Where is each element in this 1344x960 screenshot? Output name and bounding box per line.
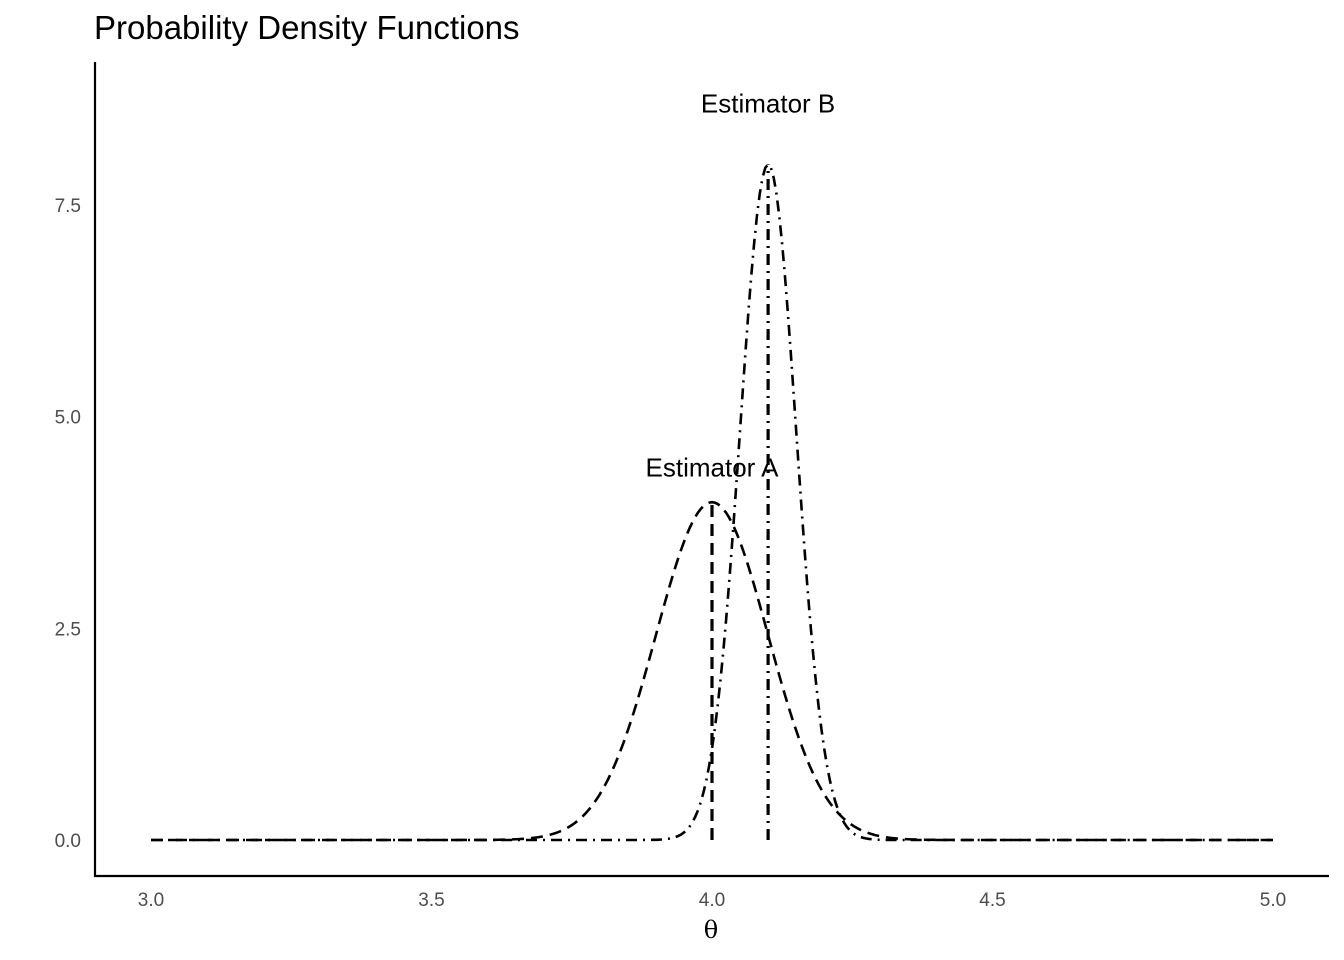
series-layer bbox=[151, 162, 1273, 842]
x-axis-ticks: 3.0 3.5 4.0 4.5 5.0 bbox=[138, 890, 1286, 911]
x-tick-label: 4.5 bbox=[979, 890, 1005, 911]
x-tick-label: 3.0 bbox=[138, 890, 164, 911]
y-tick-label: 5.0 bbox=[55, 408, 81, 429]
vline-layer bbox=[710, 164, 770, 840]
chart-title: Probability Density Functions bbox=[94, 9, 520, 46]
y-tick-label: 7.5 bbox=[55, 196, 81, 217]
y-tick-label: 2.5 bbox=[55, 619, 81, 640]
annotation-layer: Estimator A Estimator B bbox=[646, 88, 836, 482]
x-tick-label: 3.5 bbox=[418, 890, 444, 911]
x-axis-title: θ bbox=[704, 916, 718, 944]
annotation-label: Estimator A bbox=[646, 452, 780, 482]
y-tick-label: 0.0 bbox=[55, 831, 81, 852]
x-tick-label: 5.0 bbox=[1260, 890, 1286, 911]
x-tick-label: 4.0 bbox=[699, 890, 725, 911]
density-curve-b bbox=[151, 162, 1273, 842]
y-axis-ticks: 0.0 2.5 5.0 7.5 bbox=[55, 196, 81, 852]
annotation-label: Estimator B bbox=[701, 88, 835, 118]
